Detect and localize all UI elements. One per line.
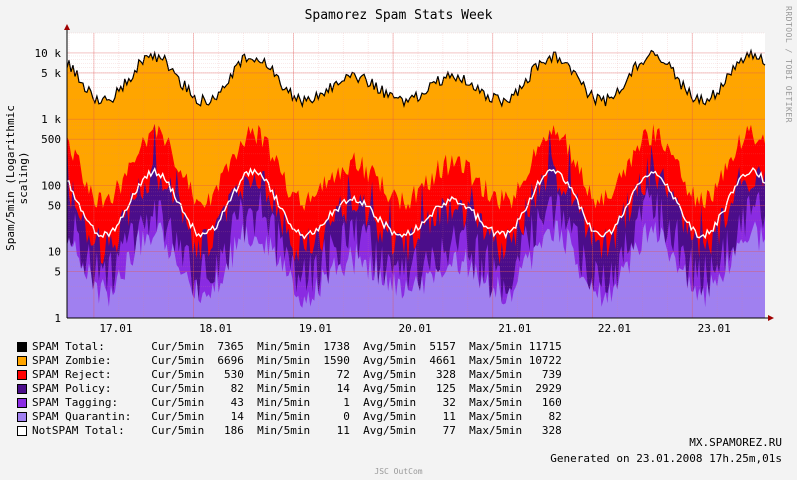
legend-text: SPAM Tagging: Cur/5min 43 Min/5min 1 Avg… bbox=[32, 396, 562, 409]
y-tick-label: 1 bbox=[54, 312, 61, 325]
generated-timestamp: Generated on 23.01.2008 17h.25m,01s bbox=[550, 452, 782, 465]
legend-row: SPAM Quarantin: Cur/5min 14 Min/5min 0 A… bbox=[17, 410, 562, 424]
y-tick-label: 5 k bbox=[41, 67, 61, 80]
legend-row: SPAM Reject: Cur/5min 530 Min/5min 72 Av… bbox=[17, 368, 562, 382]
plot-area: 1 5 10 50 100 500 1 k 5 k 10 k 17.01 18.01 19.01 20.… bbox=[35, 24, 774, 335]
legend-row: SPAM Tagging: Cur/5min 43 Min/5min 1 Avg… bbox=[17, 396, 562, 410]
y-tick-label: 10 bbox=[48, 246, 61, 259]
x-tick-label: 19.01 bbox=[299, 322, 332, 335]
rrdtool-watermark: RRDTOOL / TOBI OETIKER bbox=[784, 6, 793, 123]
chart-title: Spamorez Spam Stats Week bbox=[304, 8, 493, 23]
legend-swatch bbox=[17, 356, 27, 366]
y-tick-label: 500 bbox=[41, 133, 61, 146]
legend-text: SPAM Zombie: Cur/5min 6696 Min/5min 1590… bbox=[32, 354, 562, 367]
x-tick-label: 18.01 bbox=[199, 322, 232, 335]
x-axis-arrow bbox=[768, 315, 774, 321]
y-tick-label: 10 k bbox=[35, 47, 62, 60]
legend-row: SPAM Total: Cur/5min 7365 Min/5min 1738 … bbox=[17, 340, 562, 354]
footer-credit: JSC OutCom bbox=[374, 467, 423, 476]
legend-row: NotSPAM Total: Cur/5min 186 Min/5min 11 … bbox=[17, 424, 562, 438]
y-tick-label: 5 bbox=[54, 266, 61, 279]
legend-swatch bbox=[17, 412, 27, 422]
legend-row: SPAM Policy: Cur/5min 82 Min/5min 14 Avg… bbox=[17, 382, 562, 396]
legend-swatch bbox=[17, 370, 27, 380]
legend-row: SPAM Zombie: Cur/5min 6696 Min/5min 1590… bbox=[17, 354, 562, 368]
y-tick-label: 1 k bbox=[41, 113, 61, 126]
series-area-spam-quarantin bbox=[67, 220, 765, 318]
legend-text: SPAM Reject: Cur/5min 530 Min/5min 72 Av… bbox=[32, 368, 562, 381]
y-tick-label: 100 bbox=[41, 179, 61, 192]
legend-swatch bbox=[17, 398, 27, 408]
y-axis-arrow bbox=[64, 24, 70, 30]
series-line-notspam-total bbox=[66, 166, 766, 240]
host-name: MX.SPAMOREZ.RU bbox=[689, 436, 782, 449]
legend-swatch bbox=[17, 426, 27, 436]
x-tick-label: 20.01 bbox=[399, 322, 432, 335]
legend-swatch bbox=[17, 384, 27, 394]
legend-text: SPAM Quarantin: Cur/5min 14 Min/5min 0 A… bbox=[32, 410, 562, 423]
legend-text: NotSPAM Total: Cur/5min 186 Min/5min 11 … bbox=[32, 424, 562, 437]
x-tick-label: 22.01 bbox=[598, 322, 631, 335]
x-tick-label: 21.01 bbox=[498, 322, 531, 335]
legend-text: SPAM Total: Cur/5min 7365 Min/5min 1738 … bbox=[32, 340, 562, 353]
legend-text: SPAM Policy: Cur/5min 82 Min/5min 14 Avg… bbox=[32, 382, 562, 395]
y-tick-label: 50 bbox=[48, 199, 61, 212]
x-tick-label: 23.01 bbox=[698, 322, 731, 335]
series-line-spam-total bbox=[66, 48, 766, 109]
legend-swatch bbox=[17, 342, 27, 352]
legend: SPAM Total: Cur/5min 7365 Min/5min 1738 … bbox=[17, 340, 562, 438]
x-tick-label: 17.01 bbox=[99, 322, 132, 335]
